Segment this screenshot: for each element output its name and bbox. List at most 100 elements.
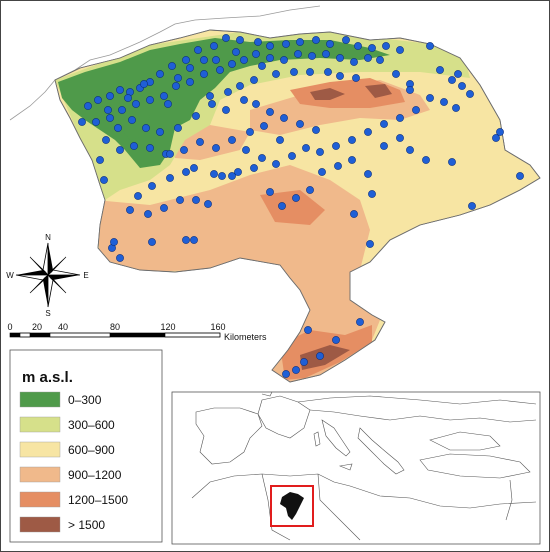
station-point	[282, 40, 290, 48]
station-point	[250, 76, 258, 84]
station-point	[160, 92, 168, 100]
station-point	[312, 36, 320, 44]
station-point	[496, 128, 504, 136]
station-point	[324, 68, 332, 76]
station-point	[436, 66, 444, 74]
station-point	[272, 160, 280, 168]
station-point	[176, 196, 184, 204]
station-point	[114, 124, 122, 132]
station-point	[300, 358, 308, 366]
station-point	[266, 54, 274, 62]
station-point	[332, 142, 340, 150]
station-point	[174, 74, 182, 82]
station-point	[190, 164, 198, 172]
station-point	[204, 200, 212, 208]
station-point	[222, 34, 230, 42]
legend-label-4: 1200–1500	[68, 493, 128, 507]
station-point	[196, 138, 204, 146]
station-point	[426, 94, 434, 102]
station-point	[104, 106, 112, 114]
station-point	[380, 142, 388, 150]
elevation-band-1200-1500-centre	[260, 190, 325, 225]
inset-study-area	[280, 492, 304, 520]
station-point	[468, 202, 476, 210]
station-point	[110, 238, 118, 246]
station-point	[168, 62, 176, 70]
station-point	[466, 90, 474, 98]
station-point	[318, 168, 326, 176]
station-point	[366, 240, 374, 248]
station-point	[246, 128, 254, 136]
station-point	[116, 146, 124, 154]
station-point	[412, 106, 420, 114]
legend-swatch-1	[19, 416, 61, 433]
legend-label-1: 300–600	[68, 418, 115, 432]
station-point	[164, 100, 172, 108]
station-point	[396, 134, 404, 142]
legend-title: m a.s.l.	[22, 369, 73, 386]
station-point	[266, 108, 274, 116]
station-point	[280, 56, 288, 64]
station-point	[156, 70, 164, 78]
station-point	[146, 144, 154, 152]
station-point	[166, 174, 174, 182]
elevation-band-over-1500-b	[365, 84, 392, 98]
elevation-band-over-1500	[310, 88, 345, 100]
station-point	[276, 136, 284, 144]
station-point	[92, 118, 100, 126]
station-point	[160, 204, 168, 212]
station-point	[106, 92, 114, 100]
station-point	[166, 150, 174, 158]
station-point	[96, 156, 104, 164]
elevation-band-over-1500-south	[300, 345, 350, 370]
station-point	[186, 64, 194, 72]
legend-swatch-4	[19, 491, 61, 508]
station-point	[364, 54, 372, 62]
station-point	[342, 36, 350, 44]
station-point	[448, 76, 456, 84]
station-point	[156, 128, 164, 136]
scale-unit-label: Kilometers	[224, 332, 267, 342]
station-point	[312, 126, 320, 134]
station-point	[172, 82, 180, 90]
station-point	[454, 70, 462, 78]
scale-tick-0: 0	[7, 322, 12, 332]
station-point	[406, 146, 414, 154]
station-point	[174, 124, 182, 132]
station-point	[78, 118, 86, 126]
station-point	[406, 86, 414, 94]
station-point	[240, 56, 248, 64]
station-point	[132, 100, 140, 108]
station-point	[354, 42, 362, 50]
station-point	[102, 136, 110, 144]
station-point	[260, 122, 268, 130]
station-point	[180, 146, 188, 154]
station-point	[234, 168, 242, 176]
station-point	[126, 206, 134, 214]
station-point	[148, 182, 156, 190]
station-point	[206, 92, 214, 100]
station-point	[376, 56, 384, 64]
station-point	[308, 52, 316, 60]
station-point	[142, 124, 150, 132]
station-point	[306, 68, 314, 76]
station-point	[212, 56, 220, 64]
station-point	[146, 96, 154, 104]
station-point	[182, 168, 190, 176]
compass-east-label: E	[83, 271, 88, 280]
station-point	[254, 38, 262, 46]
station-point	[296, 120, 304, 128]
scale-tick-80: 80	[110, 322, 120, 332]
station-point	[492, 134, 500, 142]
station-point	[240, 96, 248, 104]
station-point	[84, 102, 92, 110]
station-point	[212, 144, 220, 152]
station-point	[382, 42, 390, 50]
station-point	[216, 66, 224, 74]
station-point	[350, 210, 358, 218]
station-point	[236, 36, 244, 44]
station-point	[208, 100, 216, 108]
station-point	[210, 42, 218, 50]
scale-tick-120: 120	[160, 322, 175, 332]
station-point	[116, 254, 124, 262]
